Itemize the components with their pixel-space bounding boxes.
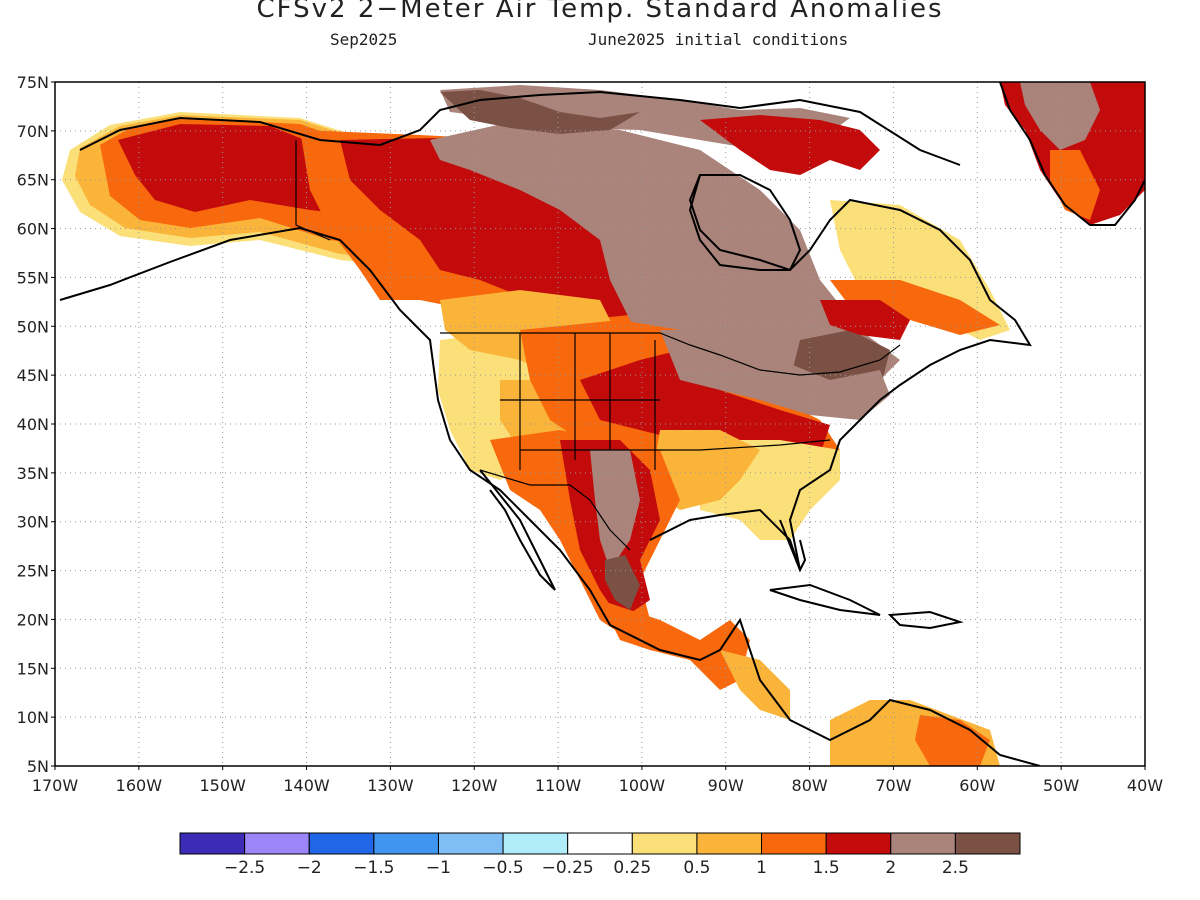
- coastline-arctic: [79, 90, 961, 166]
- colorbar-swatch: [890, 832, 956, 855]
- colorbar-label: 1.5: [813, 858, 840, 878]
- coastlines: [59, 82, 1145, 766]
- lat-tick-label: 15N: [17, 659, 49, 678]
- colorbar-label: −2.5: [224, 858, 265, 878]
- border-states-ew-2: [520, 439, 831, 451]
- lon-tick-label: 170W: [32, 776, 79, 795]
- initial-conditions-label: June2025 initial conditions: [588, 30, 849, 49]
- lat-tick-label: 40N: [17, 415, 49, 434]
- anomaly-region-centralamerica-yellow: [720, 650, 790, 720]
- border-alaska-canada: [295, 140, 331, 241]
- anomaly-region-southamerica-red: [915, 715, 990, 766]
- lat-tick-label: 25N: [17, 562, 49, 581]
- border-us-canada: [440, 332, 901, 376]
- border-us-mexico: [479, 469, 631, 551]
- anomaly-region-labrador-red: [820, 300, 910, 340]
- lon-tick-label: 140W: [283, 776, 330, 795]
- anomaly-region-centralamerica-orange: [600, 600, 750, 690]
- anomaly-region-greenland-brown: [1020, 82, 1100, 150]
- colorbar-swatch: [825, 832, 892, 855]
- coastline-cuba: [769, 583, 881, 616]
- lon-tick-label: 90W: [708, 776, 744, 795]
- anomaly-region-arctic-red: [700, 115, 880, 175]
- colorbar-label: −1.5: [353, 858, 394, 878]
- coastline-florida: [779, 519, 807, 573]
- lon-tick-label: 160W: [116, 776, 163, 795]
- colorbar-swatch: [502, 832, 569, 855]
- colorbar-swatch: [373, 832, 439, 855]
- lat-tick-label: 30N: [17, 513, 49, 532]
- coastline-greenland: [999, 82, 1145, 226]
- colorbar-swatch: [696, 832, 763, 855]
- anomaly-region-hudson-brown: [430, 120, 900, 400]
- lat-tick-label: 55N: [17, 268, 49, 287]
- lat-tick-label: 60N: [17, 220, 49, 239]
- longitude-ticks: 170W 160W 150W 140W 130W 120W 110W 100W 90W 80W 70…: [32, 766, 1163, 795]
- lat-tick-label: 45N: [17, 366, 49, 385]
- colorbar-label: −0.25: [542, 858, 594, 878]
- colorbar: −2.5 −2 −1.5 −1 −0.5 −0.25 0.25 0.5 1 1.5 2 2.5: [179, 832, 1021, 878]
- colorbar-swatch: [308, 832, 375, 855]
- anomaly-region-labrador-orange: [830, 280, 1000, 335]
- lon-tick-label: 120W: [451, 776, 498, 795]
- coastline-hispaniola: [887, 610, 964, 630]
- colorbar-swatch: [631, 832, 698, 855]
- lat-tick-label: 10N: [17, 708, 49, 727]
- coastline-hudson-bay: [688, 174, 802, 271]
- coastline-baja: [479, 469, 556, 591]
- colorbar-label: 0.5: [683, 858, 710, 878]
- lon-tick-label: 110W: [535, 776, 582, 795]
- valid-month-label: Sep2025: [330, 30, 398, 49]
- lon-tick-label: 60W: [959, 776, 995, 795]
- anomaly-region-arctic-dark: [440, 90, 640, 134]
- lon-tick-label: 100W: [619, 776, 666, 795]
- anomaly-region-mexico-dark: [605, 555, 640, 610]
- colorbar-swatch: [179, 832, 246, 855]
- map-title: CFSv2 2−Meter Air Temp. Standard Anomali…: [256, 0, 944, 24]
- lat-tick-label: 5N: [27, 757, 49, 776]
- colorbar-swatch: [244, 832, 310, 855]
- colorbar-swatch: [954, 832, 1021, 855]
- colorbar-swatch: [567, 832, 633, 855]
- borders: [295, 140, 901, 551]
- lon-tick-label: 150W: [200, 776, 247, 795]
- colorbar-label: 2: [885, 858, 896, 878]
- lon-tick-label: 70W: [875, 776, 911, 795]
- colorbar-label: −1: [426, 858, 451, 878]
- coastline-north-america: [59, 226, 1041, 766]
- latitude-ticks: 75N 70N 65N 60N 55N 50N 45N 40N 35N 30N 25N 20N 15N 1…: [17, 73, 55, 776]
- colorbar-label: 0.25: [613, 858, 651, 878]
- lat-tick-label: 35N: [17, 464, 49, 483]
- lat-tick-label: 50N: [17, 317, 49, 336]
- colorbar-swatch: [761, 832, 827, 855]
- colorbar-label: 2.5: [942, 858, 969, 878]
- lat-tick-label: 75N: [17, 73, 49, 92]
- graticule: [55, 82, 1145, 766]
- lat-tick-label: 65N: [17, 171, 49, 190]
- colorbar-swatch: [437, 832, 504, 855]
- lon-tick-label: 40W: [1127, 776, 1163, 795]
- colorbar-label: −2: [297, 858, 322, 878]
- lon-tick-label: 50W: [1043, 776, 1079, 795]
- lat-tick-label: 70N: [17, 122, 49, 141]
- lon-tick-label: 80W: [792, 776, 828, 795]
- anomaly-region-plains-red: [580, 350, 830, 460]
- colorbar-label: 1: [756, 858, 767, 878]
- lon-tick-label: 130W: [367, 776, 414, 795]
- lat-tick-label: 20N: [17, 610, 49, 629]
- colorbar-label: −0.5: [482, 858, 523, 878]
- anomaly-region-texas-brown: [590, 450, 640, 570]
